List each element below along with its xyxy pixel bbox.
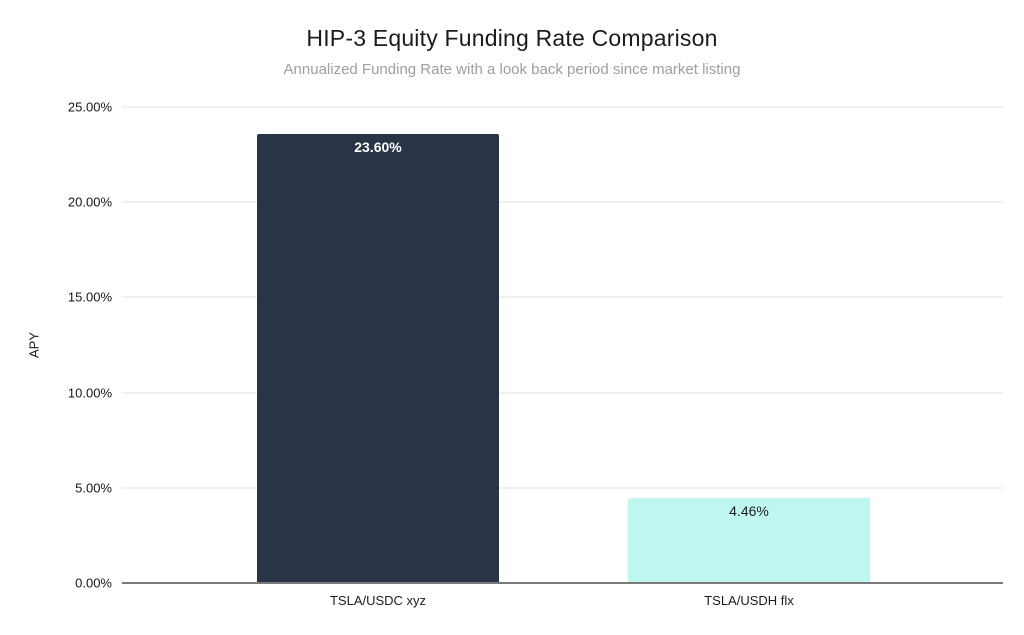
y-tick-label: 5.00% [75, 480, 112, 496]
gridline [122, 201, 1003, 203]
bar: 23.60% [257, 133, 499, 583]
chart-title: HIP-3 Equity Funding Rate Comparison [306, 25, 718, 51]
x-tick-label: TSLA/USDH flx [704, 593, 794, 608]
gridline [122, 296, 1003, 298]
x-tick-label: TSLA/USDC xyz [329, 593, 427, 608]
y-axis-ticks: 0.00% 5.00% 10.00% 15.00% 20.00% 25.00% [0, 101, 112, 590]
gridline [122, 106, 1003, 108]
y-tick-label: 0.00% [75, 575, 112, 591]
y-tick-label: 10.00% [67, 385, 112, 401]
bar-value-label: 23.60% [354, 138, 402, 155]
plot-area: 23.60% 4.46% [122, 106, 1003, 584]
x-axis-ticks: TSLA/USDC xyz TSLA/USDH flx [122, 590, 1003, 610]
x-axis-line [122, 582, 1003, 584]
y-tick-label: 25.00% [67, 99, 112, 115]
chart-subtitle: Annualized Funding Rate with a look back… [283, 61, 741, 78]
gridline [122, 392, 1003, 394]
y-tick-label: 20.00% [67, 194, 112, 210]
y-tick-label: 15.00% [67, 289, 112, 305]
bar-value-label: 4.46% [729, 503, 769, 520]
gridline [122, 487, 1003, 489]
bar: 4.46% [628, 498, 870, 583]
